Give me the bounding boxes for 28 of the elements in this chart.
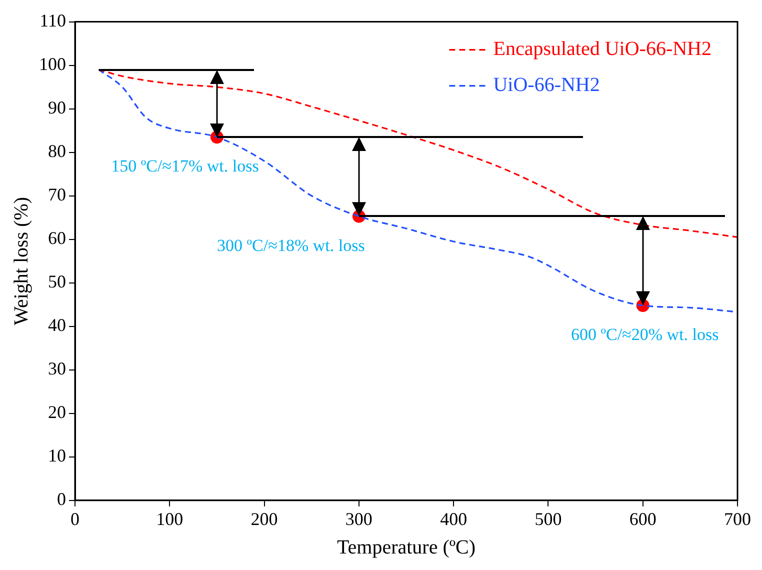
annotation: 150 ºC/≈17% wt. loss bbox=[111, 156, 259, 176]
y-tick-label: 0 bbox=[57, 489, 66, 510]
y-tick-label: 100 bbox=[39, 54, 66, 74]
y-tick-label: 110 bbox=[40, 10, 66, 31]
y-tick-label: 90 bbox=[48, 98, 66, 118]
y-axis-title: Weight loss (%) bbox=[10, 196, 32, 326]
line-series bbox=[98, 68, 738, 238]
y-tick-label: 20 bbox=[48, 402, 66, 422]
x-tick-label: 100 bbox=[156, 508, 184, 529]
y-tick-label: 80 bbox=[48, 141, 66, 162]
y-tick-label: 70 bbox=[48, 184, 66, 205]
x-axis-title: Temperature (ºC) bbox=[336, 536, 476, 558]
y-tick-label: 30 bbox=[48, 358, 66, 379]
annotation: 300 ºC/≈18% wt. loss bbox=[217, 236, 365, 255]
y-tick-label: 50 bbox=[48, 272, 66, 292]
x-tick-label: 700 bbox=[724, 508, 751, 529]
x-tick-label: 600 bbox=[629, 508, 656, 529]
x-tick-label: 200 bbox=[250, 508, 278, 529]
annotation: 600 ºC/≈20% wt. loss bbox=[570, 324, 719, 344]
x-tick-label: 300 bbox=[345, 508, 372, 529]
legend-label: UiO-66-NH2 bbox=[493, 74, 600, 96]
legend-label: Encapsulated UiO-66-NH2 bbox=[493, 38, 712, 60]
y-tick-label: 10 bbox=[48, 446, 66, 466]
y-tick-label: 40 bbox=[48, 315, 66, 336]
y-tick-label: 60 bbox=[48, 228, 66, 248]
x-tick-label: 400 bbox=[440, 508, 468, 529]
x-tick-label: 500 bbox=[534, 508, 562, 529]
x-tick-label: 0 bbox=[70, 508, 80, 529]
